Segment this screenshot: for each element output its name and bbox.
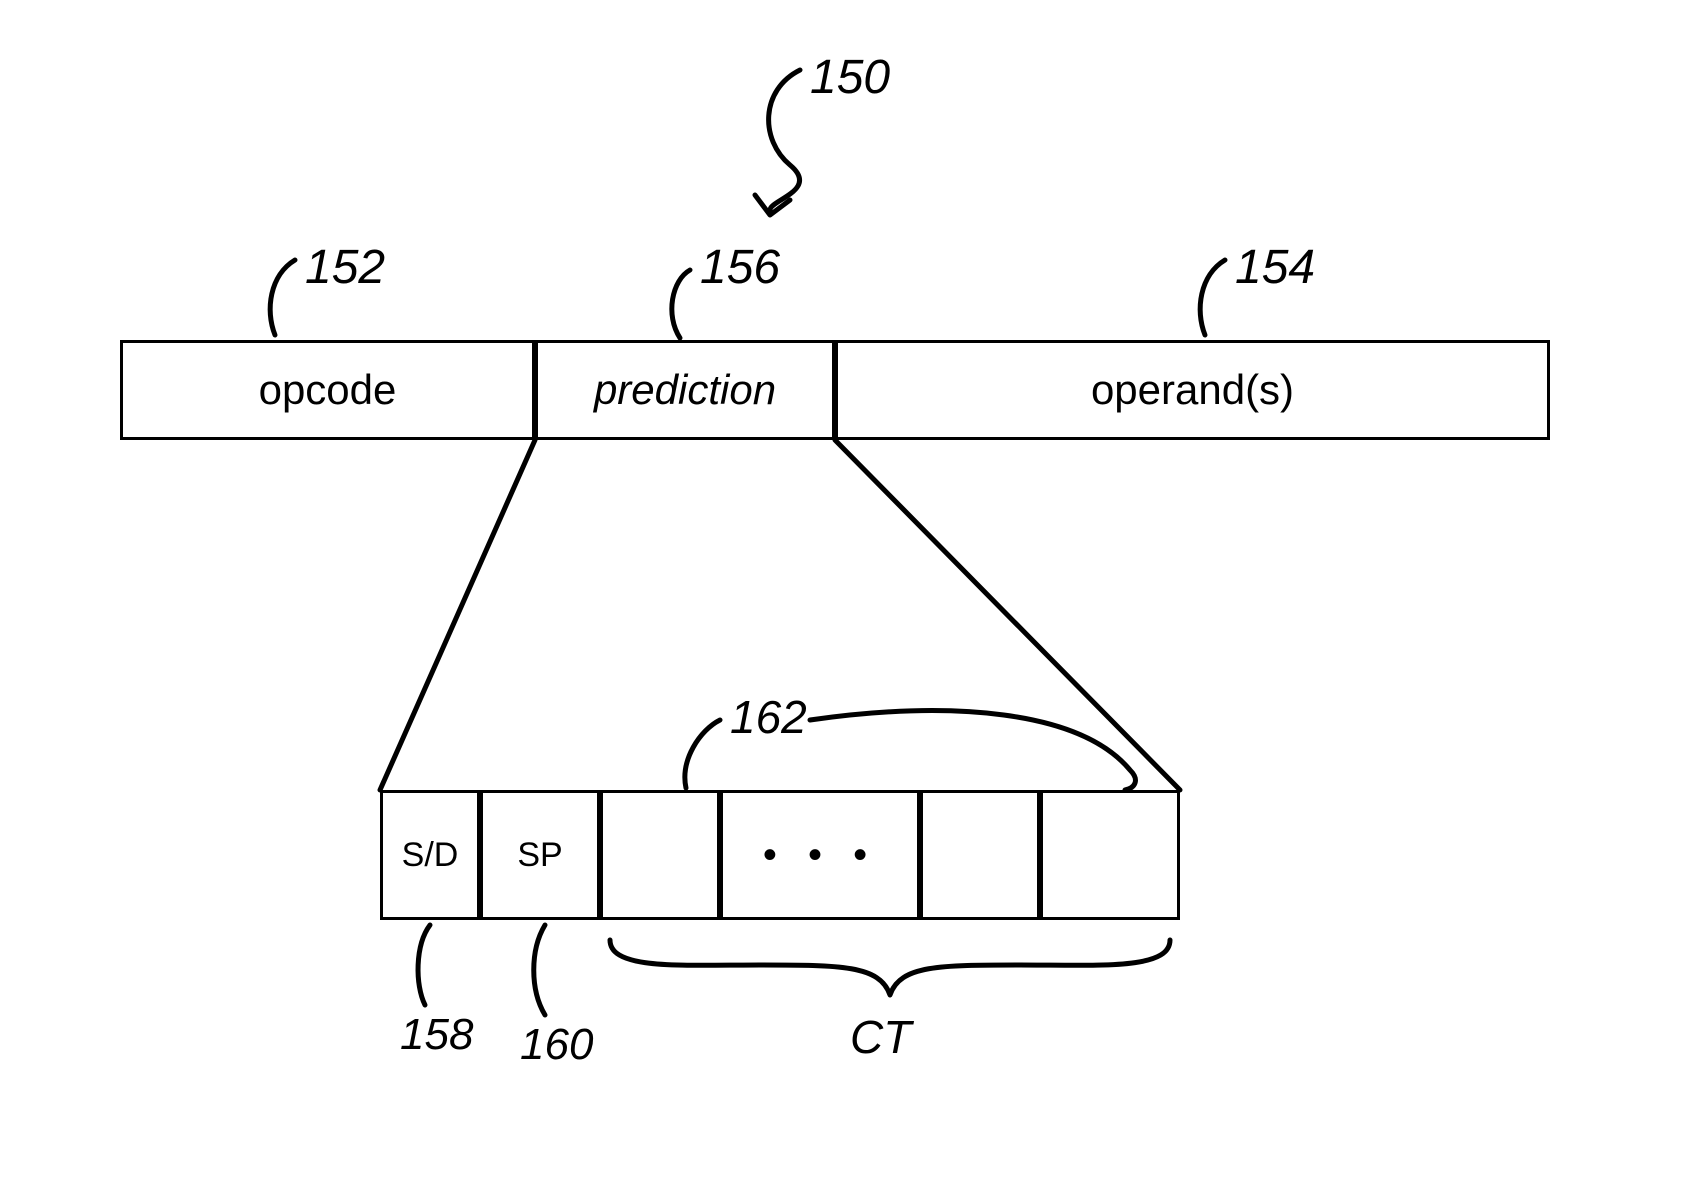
expand-right bbox=[835, 440, 1180, 790]
leader-162-right bbox=[810, 711, 1135, 790]
expand-left bbox=[380, 440, 535, 790]
field-operands: operand(s) bbox=[835, 340, 1550, 440]
leader-152 bbox=[270, 260, 295, 335]
field-ctmid: • • • bbox=[720, 790, 920, 920]
ref-162: 162 bbox=[730, 690, 807, 744]
field-ct3 bbox=[1040, 790, 1180, 920]
ref-150: 150 bbox=[810, 50, 890, 105]
ref-158: 158 bbox=[400, 1010, 473, 1060]
field-sp: SP bbox=[480, 790, 600, 920]
field-dots-label: • • • bbox=[763, 833, 877, 878]
leader-154 bbox=[1200, 260, 1225, 335]
ref-ct: CT bbox=[850, 1010, 911, 1064]
ref-154: 154 bbox=[1235, 240, 1315, 295]
brace-ct bbox=[610, 940, 1170, 995]
field-ct2 bbox=[920, 790, 1040, 920]
field-prediction-label: prediction bbox=[594, 366, 776, 414]
leader-156 bbox=[672, 270, 690, 338]
ref-152: 152 bbox=[305, 240, 385, 295]
field-opcode: opcode bbox=[120, 340, 535, 440]
arrowhead-150 bbox=[755, 195, 790, 215]
leader-160 bbox=[534, 925, 545, 1015]
ref-156: 156 bbox=[700, 240, 780, 295]
leader-150 bbox=[769, 70, 800, 210]
leader-158 bbox=[418, 925, 430, 1005]
ref-160: 160 bbox=[520, 1020, 593, 1070]
field-sp-label: SP bbox=[517, 836, 562, 875]
field-sd-label: S/D bbox=[402, 836, 459, 875]
leader-162-left bbox=[685, 720, 720, 788]
field-sd: S/D bbox=[380, 790, 480, 920]
field-prediction: prediction bbox=[535, 340, 835, 440]
connector-overlay bbox=[0, 0, 1684, 1180]
field-operands-label: operand(s) bbox=[1091, 366, 1294, 414]
field-ct1 bbox=[600, 790, 720, 920]
diagram-canvas: opcode prediction operand(s) S/D SP • • … bbox=[0, 0, 1684, 1180]
field-opcode-label: opcode bbox=[259, 366, 397, 414]
